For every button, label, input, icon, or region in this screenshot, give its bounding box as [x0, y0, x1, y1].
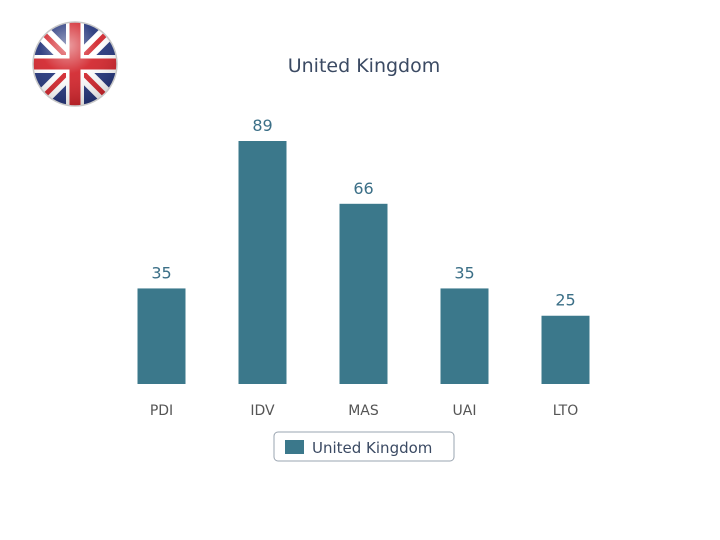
data-labels-group: 35 89 66 35 25 [151, 116, 575, 310]
bar-idv [238, 141, 287, 384]
legend: United Kingdom [273, 431, 455, 462]
x-tick-mas: MAS [348, 403, 379, 419]
data-label-pdi: 35 [151, 263, 171, 282]
x-tick-idv: IDV [250, 403, 275, 419]
bar-lto [541, 315, 590, 384]
legend-swatch [285, 440, 304, 454]
uk-flag-icon [32, 21, 118, 107]
data-label-uai: 35 [454, 263, 474, 282]
x-axis-ticks: PDI IDV MAS UAI LTO [150, 403, 578, 419]
data-label-mas: 66 [353, 179, 373, 198]
bar-mas [339, 203, 388, 384]
bar-pdi [137, 288, 186, 384]
x-tick-uai: UAI [453, 403, 477, 419]
x-tick-pdi: PDI [150, 403, 173, 419]
bar-uai [440, 288, 489, 384]
x-tick-lto: LTO [553, 403, 578, 419]
chart-title: United Kingdom [288, 55, 441, 77]
bars-group [137, 141, 590, 384]
legend-box [273, 431, 455, 462]
data-label-idv: 89 [252, 116, 272, 135]
data-label-lto: 25 [555, 291, 575, 310]
legend-label: United Kingdom [312, 439, 432, 457]
